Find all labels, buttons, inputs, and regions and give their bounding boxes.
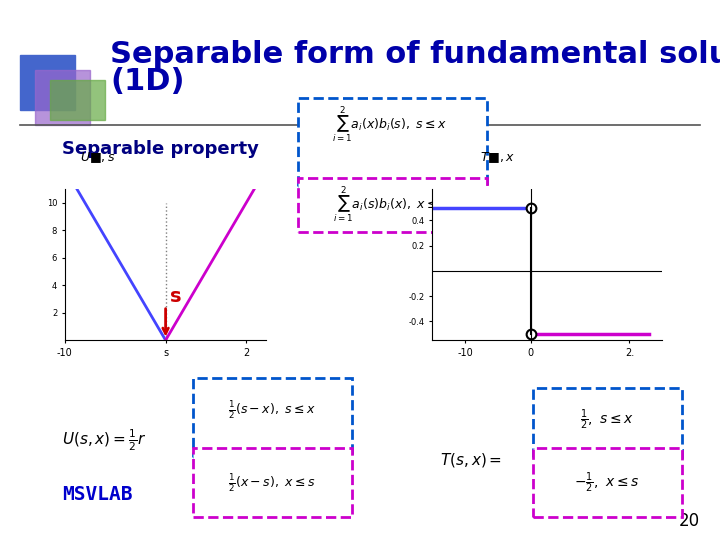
Text: $-\frac{1}{2},\ x \leq s$: $-\frac{1}{2},\ x \leq s$ [575, 471, 639, 495]
Text: $\frac{1}{2}(x-s),\ x \leq s$: $\frac{1}{2}(x-s),\ x \leq s$ [228, 472, 316, 494]
FancyBboxPatch shape [533, 388, 682, 457]
FancyBboxPatch shape [193, 448, 352, 517]
Text: $T\blacksquare,x$: $T\blacksquare,x$ [480, 150, 516, 165]
Text: $T(s,x) =$: $T(s,x) =$ [440, 451, 502, 469]
FancyBboxPatch shape [298, 98, 487, 187]
Text: $U(s,x) = \frac{1}{2}r$: $U(s,x) = \frac{1}{2}r$ [62, 427, 146, 453]
Text: $\frac{1}{2}(s-x),\ s \leq x$: $\frac{1}{2}(s-x),\ s \leq x$ [228, 399, 316, 421]
Text: s: s [170, 287, 181, 306]
Bar [50, 80, 105, 120]
Text: discontinuo
us: discontinuo us [516, 287, 634, 326]
Text: Separable property: Separable property [62, 140, 259, 158]
Text: $\frac{1}{2},\ s \leq x$: $\frac{1}{2},\ s \leq x$ [580, 408, 634, 432]
Text: (1D): (1D) [110, 67, 184, 96]
Text: $\sum_{i=1}^{2} a_i(s)b_i(x),\ x \leq s$: $\sum_{i=1}^{2} a_i(s)b_i(x),\ x \leq s$ [333, 185, 447, 225]
FancyBboxPatch shape [193, 378, 352, 457]
Bar [35, 70, 90, 125]
Text: Separable form of fundamental solution: Separable form of fundamental solution [110, 40, 720, 69]
Text: 20: 20 [679, 512, 700, 530]
FancyBboxPatch shape [298, 178, 487, 232]
Bar [20, 55, 75, 110]
FancyBboxPatch shape [533, 448, 682, 517]
Text: $\sum_{i=1}^{2} a_i(x)b_i(s),\ s \leq x$: $\sum_{i=1}^{2} a_i(x)b_i(s),\ s \leq x$ [333, 105, 448, 145]
Text: MSVLAB: MSVLAB [62, 485, 132, 504]
Text: continuous: continuous [99, 287, 211, 305]
Text: $U\blacksquare,s$: $U\blacksquare,s$ [80, 150, 116, 165]
